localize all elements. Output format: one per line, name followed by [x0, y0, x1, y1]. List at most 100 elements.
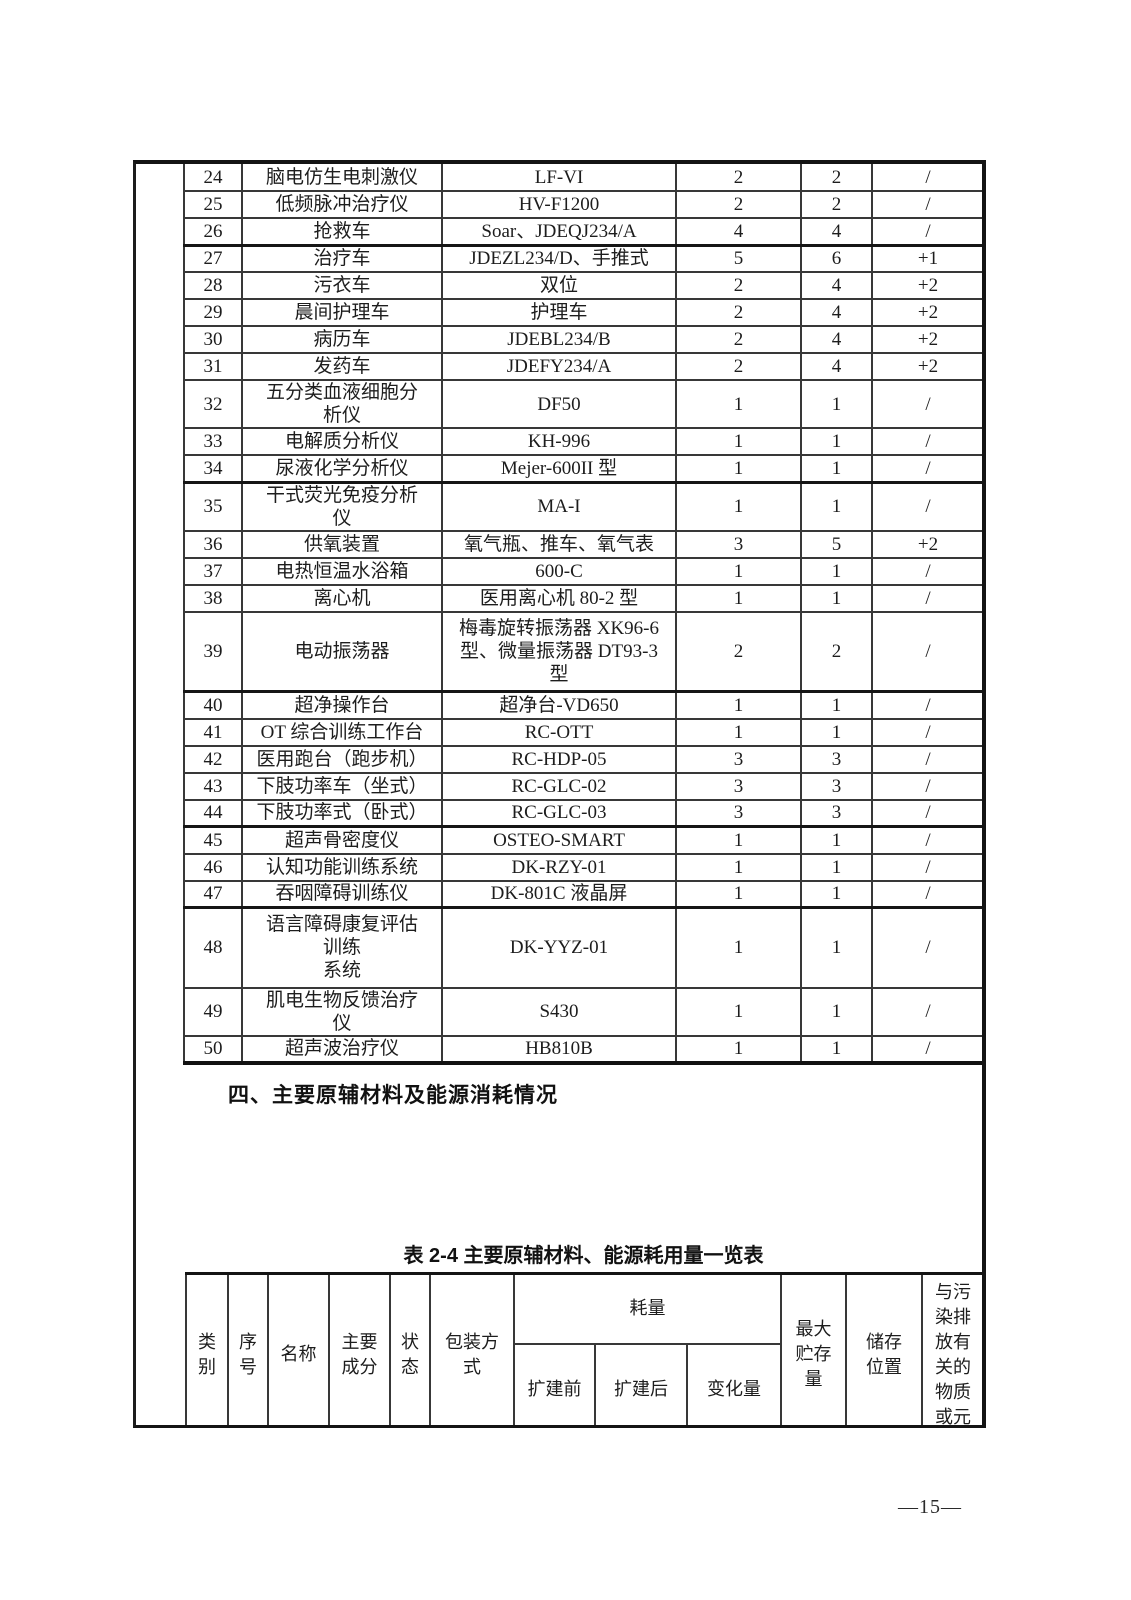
equipment-table-row: 50 超声波治疗仪 HB810B 1 1 /	[183, 1034, 982, 1065]
equipment-change: +2	[871, 325, 982, 354]
equipment-table-row: 46 认知功能训练系统 DK-RZY-01 1 1 /	[183, 852, 982, 882]
equipment-model: HV-F1200	[441, 190, 677, 219]
equipment-change: +1	[871, 244, 982, 273]
equipment-table-row: 30 病历车 JDEBL234/B 2 4 +2	[183, 325, 982, 354]
equipment-table-row: 31 发药车 JDEFY234/A 2 4 +2	[183, 352, 982, 381]
equipment-serial-number: 26	[183, 217, 243, 247]
equipment-change: /	[871, 217, 982, 247]
equipment-table-row: 25 低频脉冲治疗仪 HV-F1200 2 2 /	[183, 190, 982, 219]
equipment-qty-after: 2	[800, 190, 873, 219]
equipment-name: 发药车	[241, 352, 443, 381]
equipment-serial-number: 44	[183, 798, 243, 828]
equipment-serial-number: 40	[183, 690, 243, 720]
header-change-amount: 变化量	[685, 1342, 782, 1425]
equipment-change: +2	[871, 271, 982, 300]
equipment-name: 下肢功率车（坐式）	[241, 771, 443, 801]
equipment-table-row: 42 医用跑台（跑步机） RC-HDP-05 3 3 /	[183, 744, 982, 774]
equipment-serial-number: 37	[183, 556, 243, 586]
equipment-qty-before: 1	[675, 427, 802, 456]
equipment-qty-after: 1	[800, 717, 873, 747]
equipment-qty-after: 2	[800, 610, 873, 693]
equipment-qty-after: 5	[800, 529, 873, 559]
equipment-change: +2	[871, 352, 982, 381]
material-table-header: 类 别 序 号 名称 主要 成分 状 态 包装方 式 耗量 最大 贮存 量 储存…	[185, 1272, 982, 1425]
equipment-change: /	[871, 556, 982, 586]
equipment-qty-after: 1	[800, 906, 873, 989]
equipment-model: 护理车	[441, 298, 677, 327]
equipment-qty-after: 4	[800, 325, 873, 354]
equipment-table-row: 41 OT 综合训练工作台 RC-OTT 1 1 /	[183, 717, 982, 747]
equipment-qty-before: 3	[675, 744, 802, 774]
equipment-model: DK-RZY-01	[441, 852, 677, 882]
equipment-model: Mejer-600II 型	[441, 454, 677, 484]
equipment-model: 氧气瓶、推车、氧气表	[441, 529, 677, 559]
equipment-qty-before: 1	[675, 379, 802, 429]
equipment-model: 双位	[441, 271, 677, 300]
equipment-model: 600-C	[441, 556, 677, 586]
equipment-serial-number: 42	[183, 744, 243, 774]
equipment-table-row: 47 吞咽障碍训练仪 DK-801C 液晶屏 1 1 /	[183, 879, 982, 909]
equipment-name: 语言障碍康复评估 训练 系统	[241, 906, 443, 989]
equipment-table-row: 37 电热恒温水浴箱 600-C 1 1 /	[183, 556, 982, 586]
header-category: 类 别	[185, 1273, 229, 1425]
material-header-row-2: 扩建前 扩建后 变化量	[186, 1342, 982, 1425]
equipment-qty-after: 1	[800, 583, 873, 613]
equipment-serial-number: 39	[183, 610, 243, 693]
equipment-name: 超声波治疗仪	[241, 1034, 443, 1065]
equipment-qty-before: 1	[675, 879, 802, 909]
equipment-model: JDEFY234/A	[441, 352, 677, 381]
equipment-table-row: 27 治疗车 JDEZL234/D、手推式 5 6 +1	[183, 244, 982, 273]
equipment-serial-number: 32	[183, 379, 243, 429]
equipment-serial-number: 48	[183, 906, 243, 989]
equipment-model: HB810B	[441, 1034, 677, 1065]
equipment-serial-number: 47	[183, 879, 243, 909]
equipment-qty-before: 1	[675, 825, 802, 855]
equipment-qty-after: 4	[800, 217, 873, 247]
equipment-qty-after: 1	[800, 825, 873, 855]
equipment-change: /	[871, 190, 982, 219]
equipment-qty-after: 1	[800, 379, 873, 429]
equipment-model: LF-VI	[441, 164, 677, 192]
equipment-qty-before: 1	[675, 1034, 802, 1065]
equipment-serial-number: 34	[183, 454, 243, 484]
equipment-name: 病历车	[241, 325, 443, 354]
equipment-qty-before: 2	[675, 190, 802, 219]
page-number: —15—	[898, 1496, 962, 1518]
equipment-serial-number: 33	[183, 427, 243, 456]
equipment-name: 超声骨密度仪	[241, 825, 443, 855]
equipment-model: KH-996	[441, 427, 677, 456]
equipment-qty-before: 2	[675, 325, 802, 354]
equipment-qty-after: 6	[800, 244, 873, 273]
equipment-qty-after: 4	[800, 298, 873, 327]
equipment-name: 电热恒温水浴箱	[241, 556, 443, 586]
equipment-name: 脑电仿生电刺激仪	[241, 164, 443, 192]
equipment-name: 五分类血液细胞分 析仪	[241, 379, 443, 429]
equipment-qty-before: 1	[675, 906, 802, 989]
equipment-qty-after: 3	[800, 771, 873, 801]
equipment-model: RC-OTT	[441, 717, 677, 747]
equipment-qty-before: 3	[675, 771, 802, 801]
equipment-change: /	[871, 1034, 982, 1065]
equipment-change: /	[871, 717, 982, 747]
equipment-change: /	[871, 379, 982, 429]
header-max-storage: 最大 贮存 量	[780, 1273, 848, 1425]
equipment-qty-before: 1	[675, 481, 802, 532]
header-after-expansion: 扩建后	[594, 1342, 688, 1425]
equipment-name: 低频脉冲治疗仪	[241, 190, 443, 219]
equipment-qty-after: 3	[800, 744, 873, 774]
equipment-serial-number: 25	[183, 190, 243, 219]
equipment-change: /	[871, 771, 982, 801]
equipment-table-row: 29 晨间护理车 护理车 2 4 +2	[183, 298, 982, 327]
equipment-change: +2	[871, 529, 982, 559]
equipment-table-row: 24 脑电仿生电刺激仪 LF-VI 2 2 /	[183, 164, 982, 192]
equipment-model: DF50	[441, 379, 677, 429]
equipment-name: OT 综合训练工作台	[241, 717, 443, 747]
section-heading: 四、主要原辅材料及能源消耗情况	[228, 1084, 558, 1107]
equipment-qty-before: 2	[675, 298, 802, 327]
header-main-component: 主要 成分	[328, 1273, 391, 1425]
equipment-serial-number: 50	[183, 1034, 243, 1065]
equipment-model: DK-801C 液晶屏	[441, 879, 677, 909]
equipment-name: 认知功能训练系统	[241, 852, 443, 882]
equipment-name: 离心机	[241, 583, 443, 613]
equipment-qty-before: 1	[675, 556, 802, 586]
